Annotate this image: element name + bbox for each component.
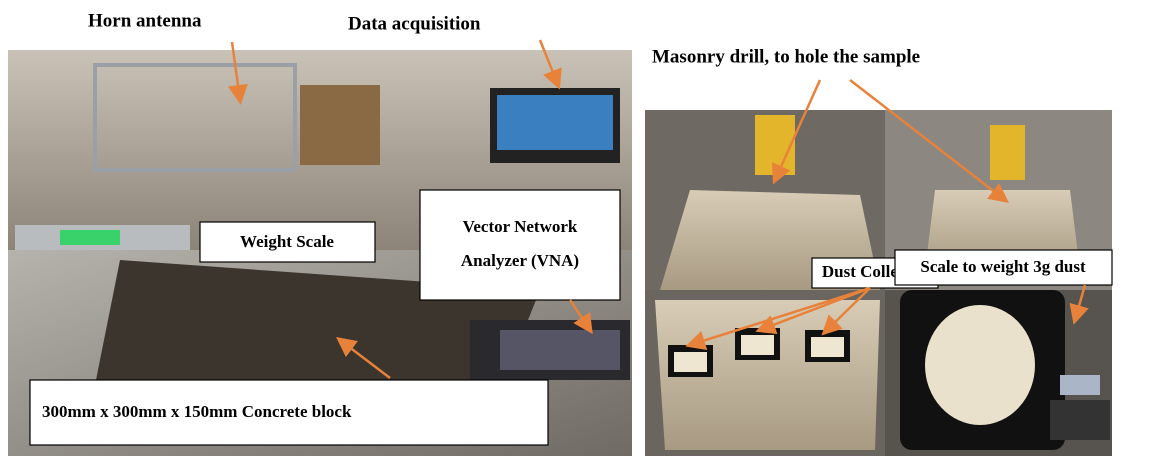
label: Horn antenna bbox=[88, 10, 202, 31]
label: Vector Network bbox=[463, 217, 578, 236]
arrows bbox=[228, 39, 1089, 379]
label-box bbox=[199, 221, 376, 263]
label: Analyzer (VNA) bbox=[461, 251, 579, 270]
label: Data acquisition bbox=[348, 13, 481, 34]
label: Weight Scale bbox=[240, 232, 334, 251]
label: Masonry drill, to hole the sample bbox=[652, 46, 920, 67]
label: Scale to weight 3g dust bbox=[920, 257, 1086, 276]
label-box bbox=[419, 189, 621, 301]
label-box bbox=[894, 249, 1113, 286]
label: 300mm x 300mm x 150mm Concrete block bbox=[42, 402, 352, 421]
label-box bbox=[29, 379, 549, 446]
